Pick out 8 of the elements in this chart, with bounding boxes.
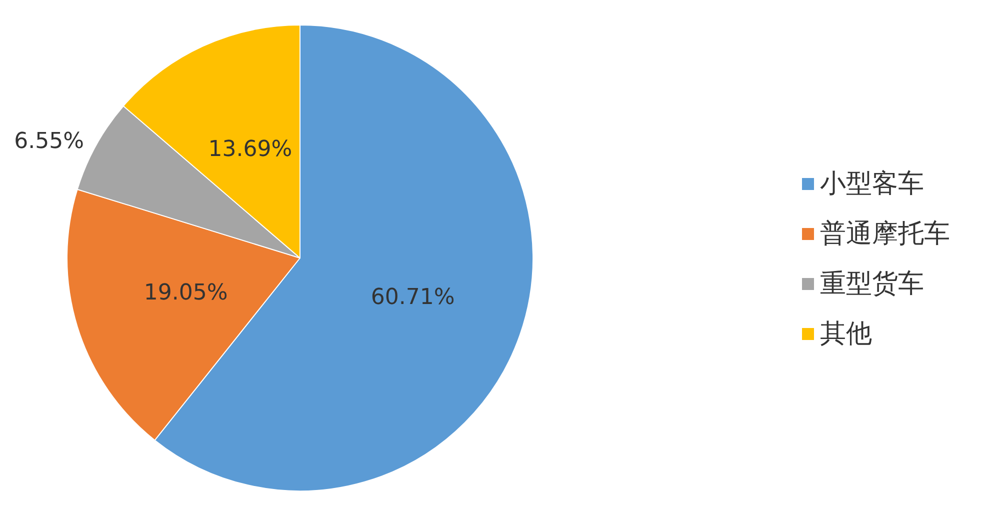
- legend-label: 重型货车: [820, 269, 924, 299]
- legend-label: 普通摩托车: [820, 219, 950, 249]
- data-label: 60.71%: [370, 284, 455, 310]
- data-label: 6.55%: [14, 128, 84, 154]
- data-label: 19.05%: [144, 280, 228, 306]
- data-label: 13.69%: [208, 136, 292, 162]
- legend-label: 其他: [820, 319, 872, 349]
- legend-label: 小型客车: [820, 169, 924, 199]
